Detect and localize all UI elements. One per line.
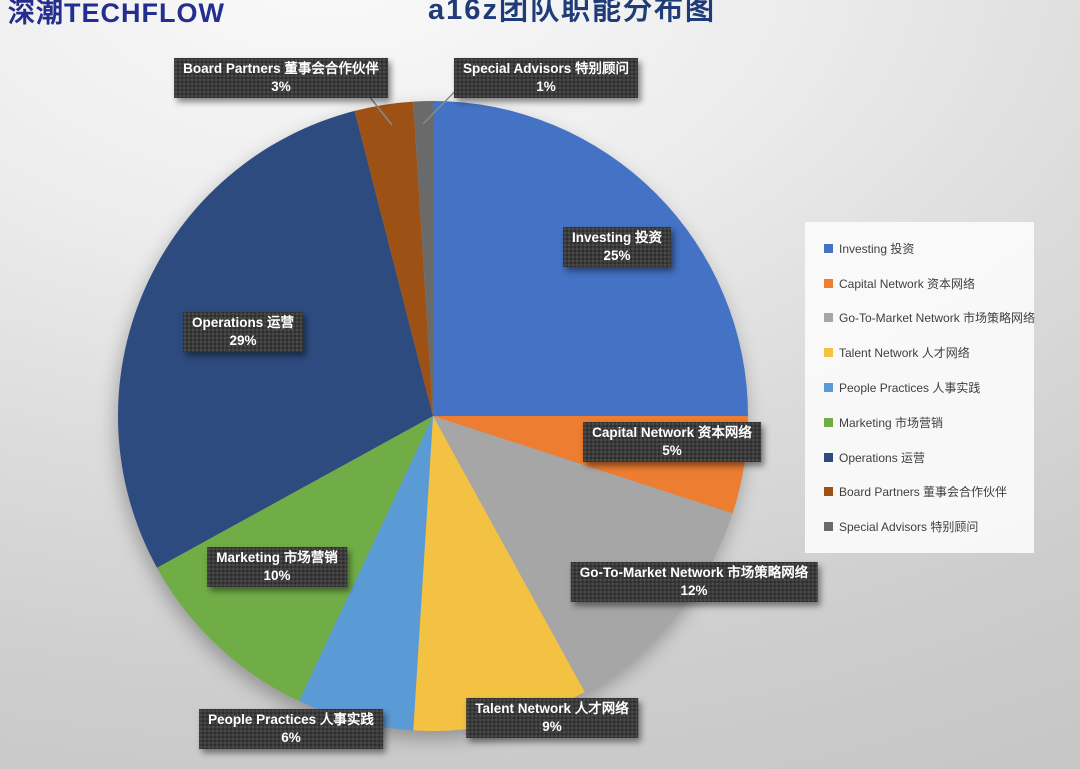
- callout-label: People Practices 人事实践: [208, 712, 374, 727]
- callout-talent-network: Talent Network 人才网络 9%: [466, 698, 638, 738]
- legend-marker-icon: [824, 348, 833, 358]
- legend-label: Capital Network 资本网络: [839, 276, 976, 291]
- callout-pct: 6%: [281, 730, 301, 745]
- chart-legend: Investing 投资 Capital Network 资本网络 Go-To-…: [805, 222, 1036, 553]
- callout-operations: Operations 运营 29%: [183, 312, 303, 352]
- callout-label: Special Advisors 特别顾问: [462, 61, 630, 76]
- callout-special-advisors: Special Advisors 特别顾问 1%: [454, 58, 638, 98]
- callout-investing: Investing 投资 25%: [563, 227, 671, 267]
- legend-marker-icon: [824, 487, 833, 497]
- legend-marker-icon: [824, 452, 833, 462]
- legend-marker-icon: [824, 313, 833, 323]
- chart-title: a16z团队职能分布图: [428, 0, 716, 26]
- brand-logo: 深潮TECHFLOW: [8, 0, 225, 28]
- legend-marker-icon: [824, 382, 833, 392]
- callout-pct: 5%: [662, 443, 682, 458]
- legend-label: Board Partners 董事会合作伙伴: [839, 485, 1008, 500]
- callout-go-to-market: Go-To-Market Network 市场策略网络 12%: [571, 562, 818, 602]
- callout-label: Go-To-Market Network 市场策略网络: [579, 565, 809, 580]
- legend-label: Operations 运营: [839, 450, 926, 465]
- legend-marker-icon: [824, 278, 833, 288]
- legend-marker-icon: [824, 417, 833, 427]
- callout-pct: 3%: [271, 79, 291, 94]
- legend-item-board-partners: Board Partners 董事会合作伙伴: [824, 483, 1034, 500]
- callout-pct: 12%: [680, 583, 708, 598]
- pie-slice-3: [413, 416, 585, 731]
- callout-pct: 1%: [536, 79, 556, 94]
- pie-chart-svg: [118, 101, 748, 731]
- legend-label: Go-To-Market Network 市场策略网络: [839, 311, 1036, 326]
- pie-slice-2: [433, 416, 733, 693]
- legend-marker-icon: [824, 522, 833, 532]
- callout-label: Talent Network 人才网络: [475, 701, 629, 716]
- legend-label: Talent Network 人才网络: [839, 346, 970, 361]
- legend-label: Marketing 市场营销: [839, 415, 944, 430]
- callout-label: Capital Network 资本网络: [592, 425, 752, 440]
- legend-item-people-practices: People Practices 人事实践: [824, 379, 1034, 396]
- callout-label: Marketing 市场营销: [216, 550, 338, 565]
- legend-item-operations: Operations 运营: [824, 449, 1034, 466]
- callout-label: Operations 运营: [191, 315, 295, 330]
- legend-item-marketing: Marketing 市场营销: [824, 414, 1034, 431]
- callout-label: Board Partners 董事会合作伙伴: [183, 61, 379, 76]
- legend-item-special-advisors: Special Advisors 特别顾问: [824, 518, 1034, 535]
- legend-marker-icon: [824, 243, 833, 253]
- callout-pct: 29%: [229, 333, 257, 348]
- legend-item-go-to-market: Go-To-Market Network 市场策略网络: [824, 309, 1036, 326]
- callout-board-partners: Board Partners 董事会合作伙伴 3%: [174, 58, 388, 98]
- legend-item-talent-network: Talent Network 人才网络: [824, 344, 1034, 361]
- callout-marketing: Marketing 市场营销 10%: [207, 547, 347, 587]
- legend-item-capital-network: Capital Network 资本网络: [824, 275, 1034, 292]
- pie-slice-4: [298, 416, 433, 731]
- callout-label: Investing 投资: [571, 230, 663, 245]
- legend-label: Special Advisors 特别顾问: [839, 520, 979, 535]
- callout-people-practices: People Practices 人事实践 6%: [199, 709, 383, 749]
- callout-capital-network: Capital Network 资本网络 5%: [583, 422, 761, 462]
- legend-item-investing: Investing 投资: [824, 240, 1034, 257]
- legend-label: People Practices 人事实践: [839, 380, 981, 395]
- callout-pct: 10%: [263, 568, 291, 583]
- pie-slice-7: [354, 101, 433, 416]
- callout-pct: 25%: [603, 248, 631, 263]
- pie-slice-8: [413, 101, 433, 416]
- legend-label: Investing 投资: [839, 241, 915, 256]
- callout-pct: 9%: [542, 719, 562, 734]
